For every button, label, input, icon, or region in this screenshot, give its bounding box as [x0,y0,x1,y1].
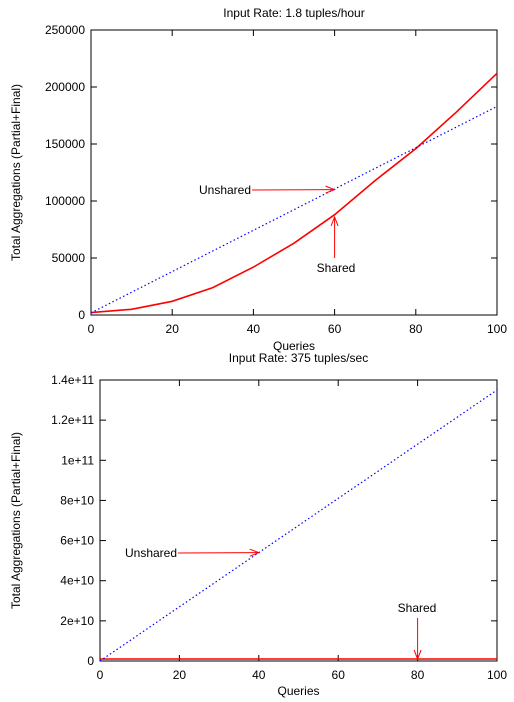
y-tick-label: 0 [78,308,85,322]
y-tick-label: 1.4e+11 [51,373,94,387]
y-tick-label: 2e+10 [60,614,94,628]
x-axis-label: Queries [273,339,315,353]
y-tick-label: 0 [87,654,94,668]
x-tick-label: 40 [247,322,261,336]
y-tick-label: 4e+10 [60,574,94,588]
x-tick-label: 20 [173,668,187,682]
x-axis-label: Queries [277,684,319,698]
y-axis-label: Total Aggregations (Partial+Final) [9,432,23,609]
x-tick-label: 80 [409,322,423,336]
plot-frame [99,379,498,662]
y-tick-label: 1e+11 [61,453,94,467]
chart-title: Input Rate: 1.8 tuples/hour [223,6,364,20]
y-tick-label: 150000 [45,137,85,151]
annotation-arrowhead [413,649,422,661]
x-tick-label: 80 [411,668,425,682]
x-tick-label: 100 [487,668,507,682]
annotation-label: Unshared [125,546,177,560]
x-tick-label: 100 [487,322,507,336]
y-tick-label: 250000 [45,23,85,37]
y-tick-label: 50000 [52,251,86,265]
y-tick-label: 6e+10 [60,534,94,548]
x-tick-label: 60 [328,322,342,336]
y-tick-label: 100000 [45,194,85,208]
annotation-label: Shared [398,601,437,615]
y-tick-label: 8e+10 [60,493,94,507]
annotation-label: Unshared [199,183,251,197]
annotation-arrowhead [325,185,336,194]
series-line-shared [90,72,498,314]
chart-panel-bottom: Input Rate: 375 tuples/sec 0 20 40 60 80 100 0 2… [9,351,507,698]
x-tick-label: 40 [252,668,266,682]
annotation-arrowhead [249,548,261,557]
chart-title: Input Rate: 375 tuples/sec [229,351,368,365]
x-tick-label: 20 [166,322,180,336]
annotation-label: Shared [317,261,356,275]
x-tick-label: 0 [88,322,95,336]
series-line-unshared [99,389,498,662]
y-tick-label: 1.2e+11 [51,413,94,427]
plot-frame [90,29,498,316]
y-axis-label: Total Aggregations (Partial+Final) [9,84,23,261]
y-tick-label: 200000 [45,80,85,94]
x-tick-label: 0 [97,668,104,682]
x-tick-label: 60 [332,668,346,682]
series-line-unshared [90,105,498,314]
annotation-arrowhead [330,215,339,227]
